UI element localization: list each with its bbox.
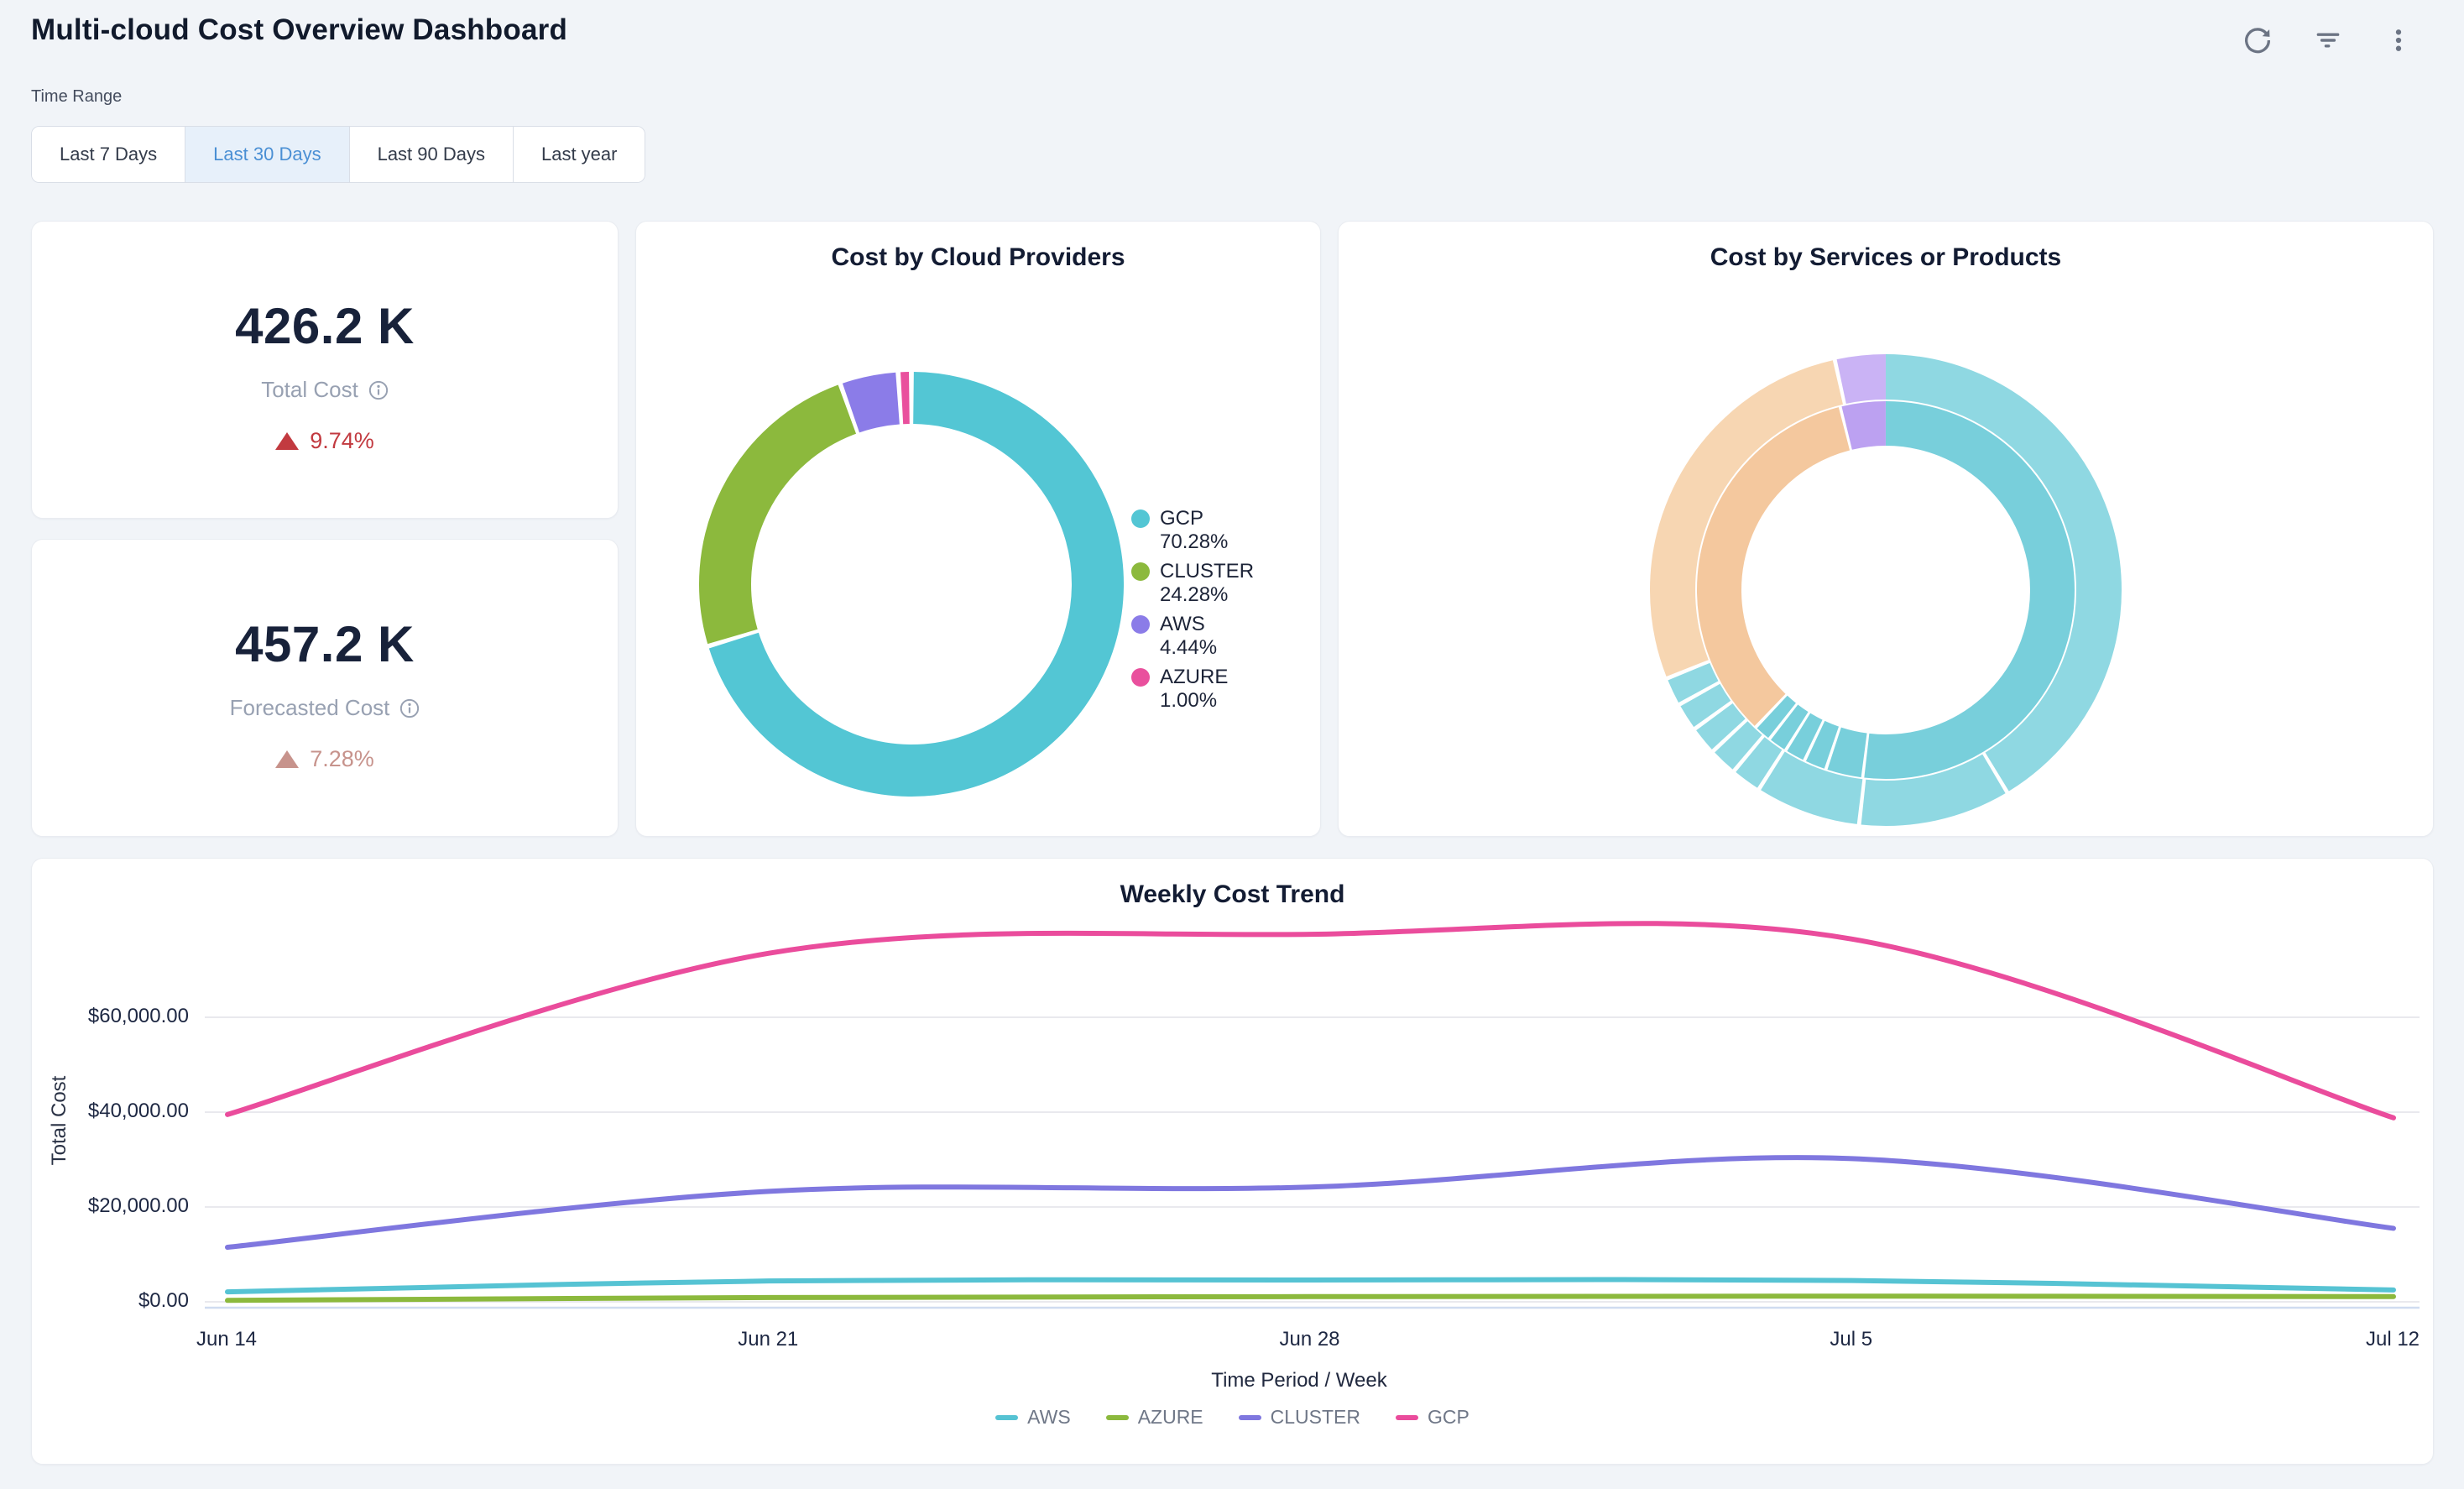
legend-item-cluster[interactable]: CLUSTER xyxy=(1239,1406,1360,1429)
legend-dash-icon xyxy=(995,1415,1018,1420)
kpi-label: Forecasted Cost xyxy=(230,695,390,721)
legend-item-gcp[interactable]: GCP 70.28% xyxy=(1131,507,1266,554)
panel-cost-by-cloud-providers: Cost by Cloud Providers GCP 70.28%CLUSTE… xyxy=(635,221,1321,837)
legend-dot-icon xyxy=(1131,668,1150,687)
legend-dot-icon xyxy=(1131,615,1150,634)
trend-legend: AWS AZURE CLUSTER GCP xyxy=(32,1406,2433,1429)
legend-label: AWS xyxy=(1027,1406,1071,1429)
x-tick-label: Jul 5 xyxy=(1830,1328,1872,1351)
series-line-aws xyxy=(227,1279,2394,1292)
legend-item-cluster[interactable]: CLUSTER 24.28% xyxy=(1131,560,1266,607)
x-tick-label: Jun 14 xyxy=(196,1328,257,1351)
filter-icon xyxy=(2314,26,2342,55)
kpi-value: 426.2 K xyxy=(235,297,415,355)
kpi-value: 457.2 K xyxy=(235,615,415,673)
services-sunburst-chart xyxy=(1339,222,2435,838)
legend-item-gcp[interactable]: GCP xyxy=(1396,1406,1470,1429)
info-icon[interactable] xyxy=(399,698,420,718)
x-tick-label: Jul 12 xyxy=(2366,1328,2420,1351)
legend-item-aws[interactable]: AWS xyxy=(995,1406,1071,1429)
y-tick-label: $60,000.00 xyxy=(31,1005,189,1028)
page-title: Multi-cloud Cost Overview Dashboard xyxy=(31,13,567,47)
y-tick-label: $0.00 xyxy=(31,1289,189,1313)
legend-label: CLUSTER 24.28% xyxy=(1160,560,1266,607)
legend-label: GCP 70.28% xyxy=(1160,507,1266,554)
time-range-option-7d[interactable]: Last 7 Days xyxy=(32,127,185,182)
y-tick-label: $20,000.00 xyxy=(31,1194,189,1218)
series-line-cluster xyxy=(227,1157,2394,1247)
legend-dot-icon xyxy=(1131,562,1150,581)
kpi-card-total-cost: 426.2 K Total Cost 9.74% xyxy=(31,221,619,519)
kebab-menu-icon xyxy=(2384,26,2413,55)
x-tick-label: Jun 21 xyxy=(738,1328,798,1351)
legend-label: GCP xyxy=(1428,1406,1470,1429)
up-triangle-icon xyxy=(275,750,299,768)
legend-label: AZURE 1.00% xyxy=(1160,666,1266,713)
legend-item-azure[interactable]: AZURE xyxy=(1106,1406,1203,1429)
panel-cost-by-services: Cost by Services or Products xyxy=(1338,221,2434,837)
kpi-delta: 7.28% xyxy=(275,746,374,772)
info-icon[interactable] xyxy=(368,380,389,400)
filter-button[interactable] xyxy=(2311,24,2345,57)
time-range-option-30d[interactable]: Last 30 Days xyxy=(185,127,349,182)
legend-dash-icon xyxy=(1106,1415,1129,1420)
legend-label: AWS 4.44% xyxy=(1160,613,1266,660)
legend-item-aws[interactable]: AWS 4.44% xyxy=(1131,613,1266,660)
kpi-card-forecasted-cost: 457.2 K Forecasted Cost 7.28% xyxy=(31,539,619,837)
refresh-button[interactable] xyxy=(2241,24,2274,57)
refresh-icon xyxy=(2243,26,2272,55)
series-line-gcp xyxy=(227,923,2394,1118)
x-tick-label: Jun 28 xyxy=(1279,1328,1339,1351)
kpi-label: Total Cost xyxy=(261,377,358,403)
x-axis-title: Time Period / Week xyxy=(205,1369,2394,1392)
series-line-azure xyxy=(227,1296,2394,1300)
up-triangle-icon xyxy=(275,432,299,450)
time-range-option-90d[interactable]: Last 90 Days xyxy=(350,127,514,182)
more-options-button[interactable] xyxy=(2382,24,2415,57)
donut-legend: GCP 70.28% CLUSTER 24.28% AWS 4.44% AZURE 1… xyxy=(1131,507,1266,718)
time-range-option-1y[interactable]: Last year xyxy=(514,127,645,182)
y-tick-label: $40,000.00 xyxy=(31,1100,189,1123)
time-range-segmented-control: Last 7 Days Last 30 Days Last 90 Days La… xyxy=(31,126,645,183)
kpi-delta: 9.74% xyxy=(275,428,374,454)
legend-dash-icon xyxy=(1396,1415,1418,1420)
legend-dash-icon xyxy=(1239,1415,1261,1420)
time-range-label: Time Range xyxy=(31,87,122,107)
legend-label: AZURE xyxy=(1138,1406,1203,1429)
legend-item-azure[interactable]: AZURE 1.00% xyxy=(1131,666,1266,713)
panel-weekly-cost-trend: Weekly Cost Trend Total Cost Time Period… xyxy=(31,858,2434,1465)
legend-dot-icon xyxy=(1131,509,1150,528)
header-actions xyxy=(2241,24,2415,57)
legend-label: CLUSTER xyxy=(1271,1406,1360,1429)
